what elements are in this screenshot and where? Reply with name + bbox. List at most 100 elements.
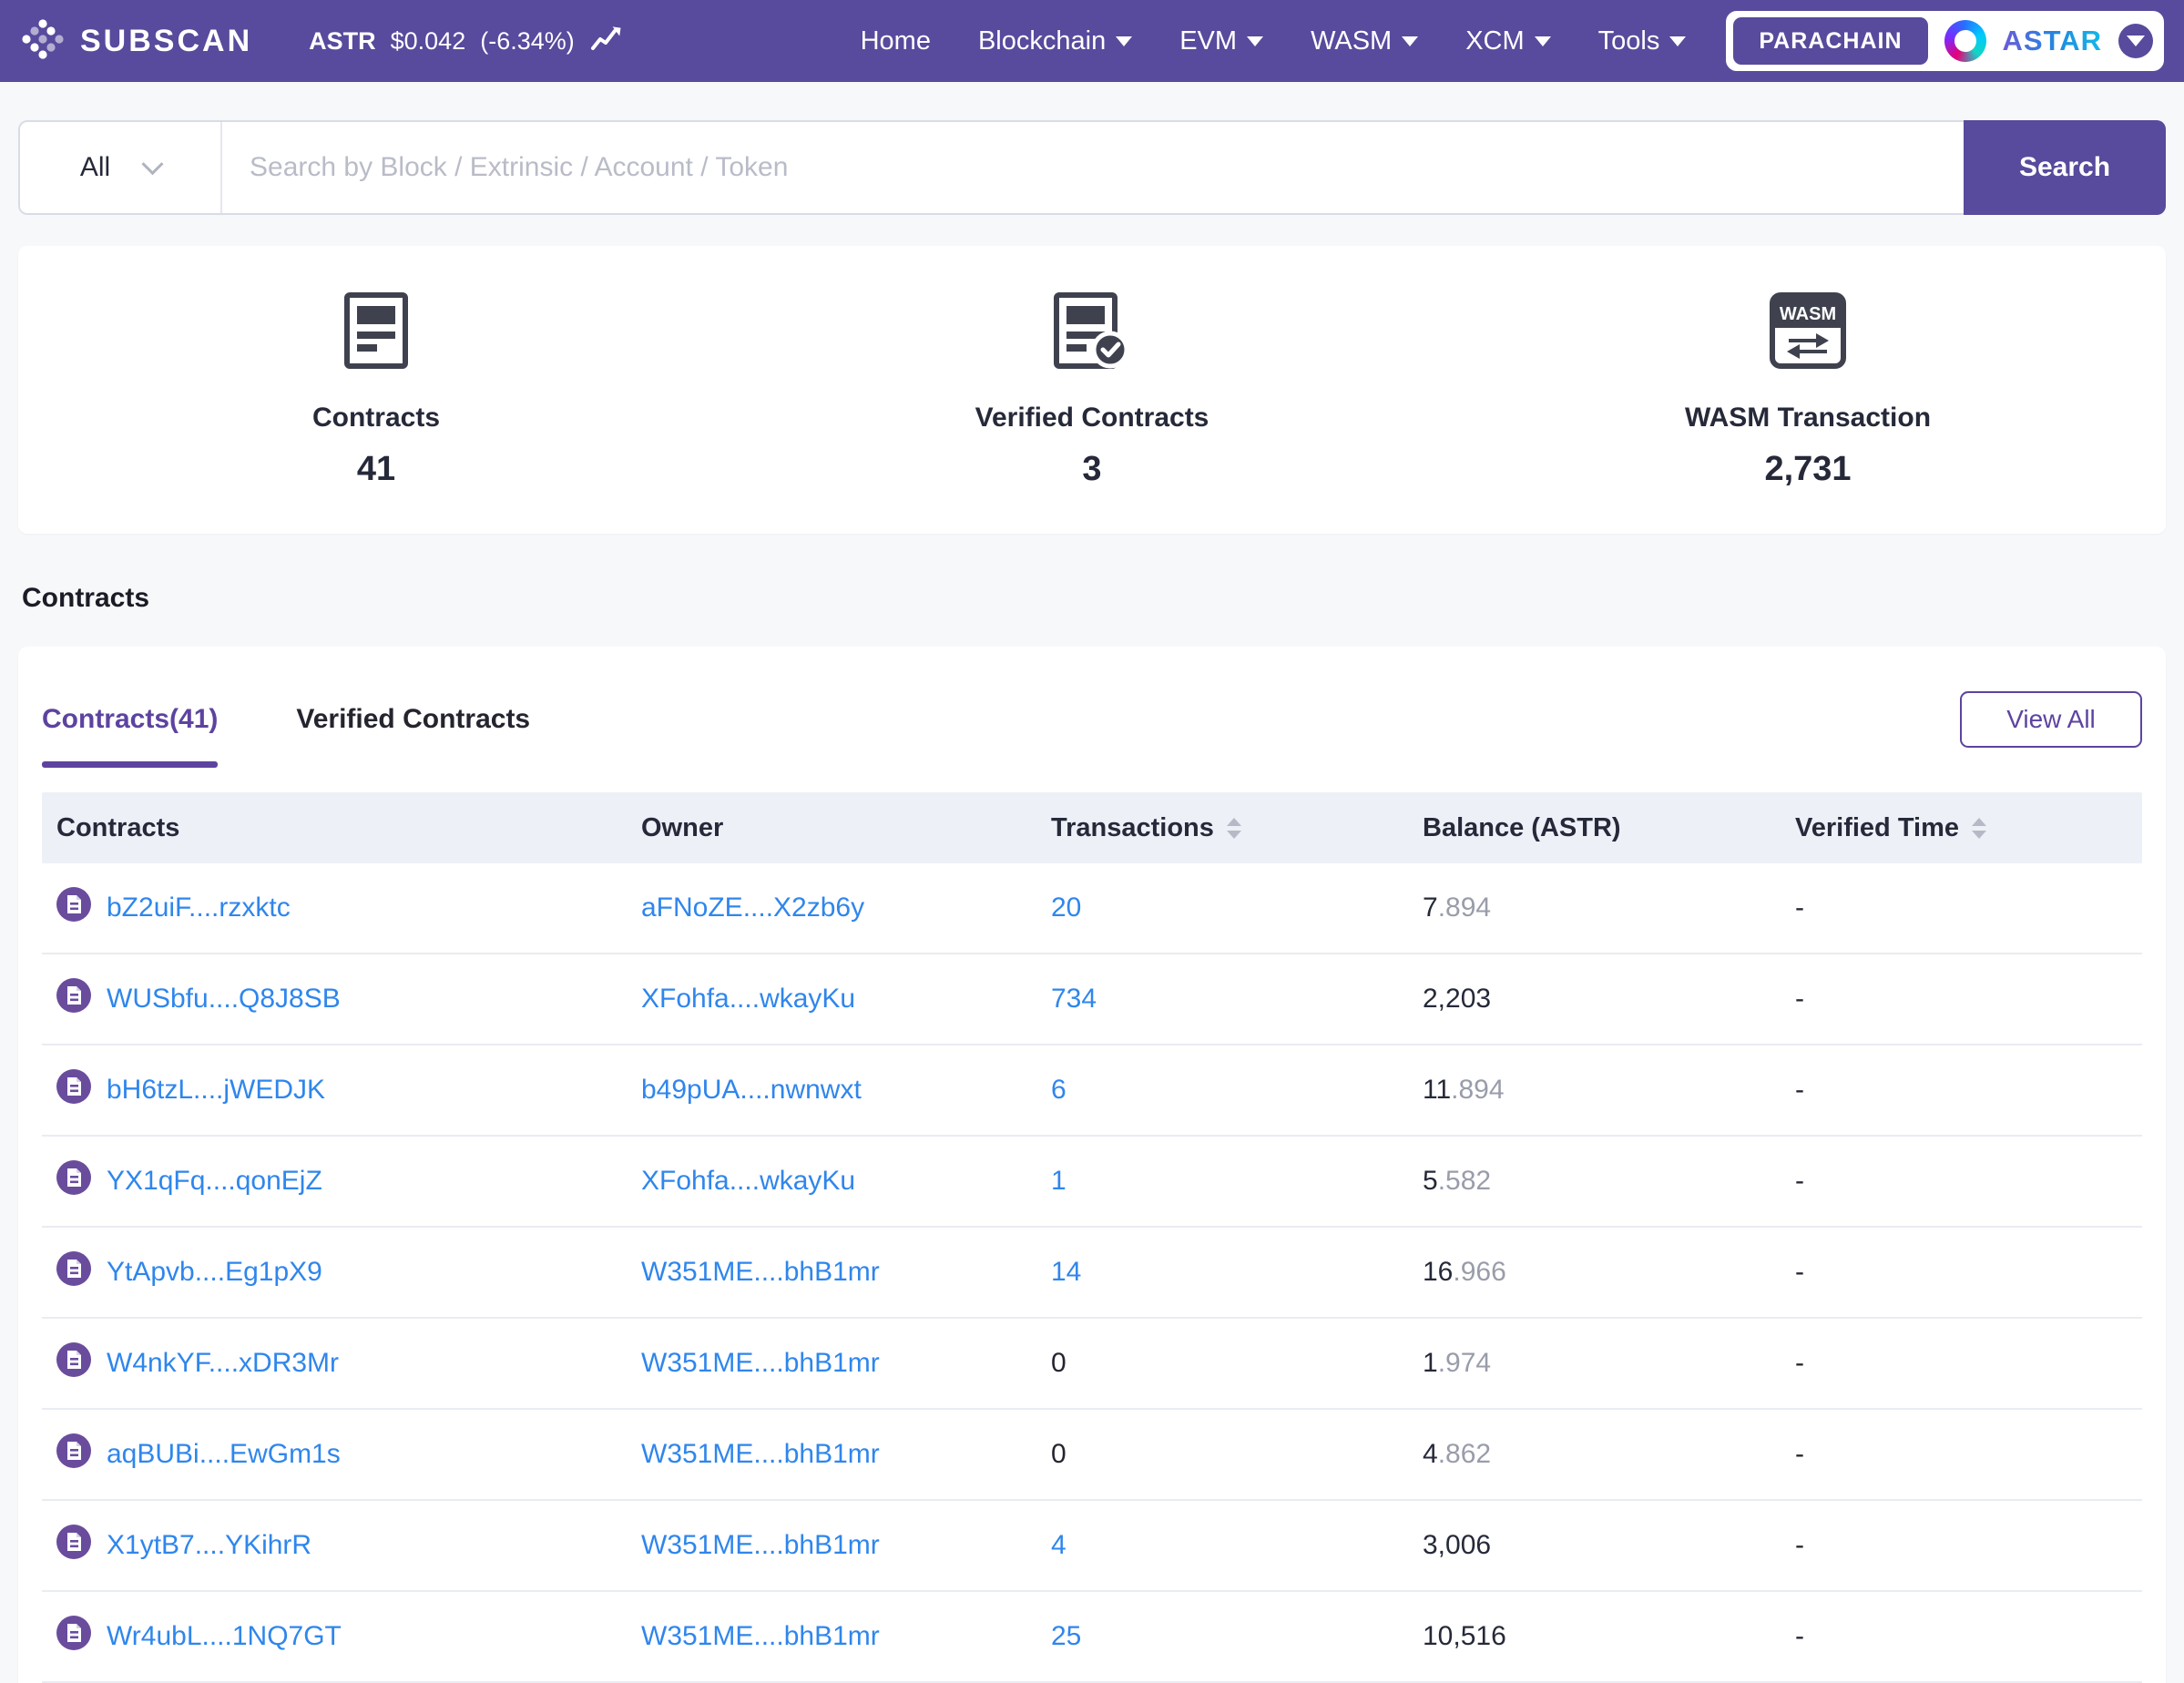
- contract-link[interactable]: X1ytB7....YKihrR: [107, 1530, 311, 1561]
- contract-icon: [56, 1525, 91, 1566]
- owner-link[interactable]: XFohfa....wkayKu: [641, 984, 1051, 1015]
- contract-link[interactable]: W4nkYF....xDR3Mr: [107, 1348, 339, 1379]
- contract-icon: [56, 978, 91, 1020]
- owner-link[interactable]: W351ME....bhB1mr: [641, 1621, 1051, 1652]
- contract-cell: W4nkYF....xDR3Mr: [56, 1342, 641, 1384]
- stats-card: Contracts 41 Verified Contracts 3 WASM: [18, 246, 2166, 534]
- tab-contracts[interactable]: Contracts(41): [42, 704, 218, 735]
- verified-time-value: -: [1795, 1621, 2128, 1652]
- owner-link[interactable]: aFNoZE....X2zb6y: [641, 892, 1051, 923]
- chevron-down-icon: [1402, 36, 1418, 46]
- contract-link[interactable]: bZ2uiF....rzxktc: [107, 892, 291, 923]
- contracts-card: Contracts(41) Verified Contracts View Al…: [18, 647, 2166, 1683]
- network-switcher-chevron-icon[interactable]: [2118, 24, 2153, 58]
- table-row: YX1qFq....qonEjZ XFohfa....wkayKu 1 5.58…: [42, 1137, 2142, 1228]
- sort-verified-time-icon[interactable]: [1972, 818, 1986, 839]
- transactions-value[interactable]: 4: [1051, 1530, 1423, 1561]
- token-price: ASTR $0.042 (-6.34%): [309, 24, 622, 59]
- contract-cell: aqBUBi....EwGm1s: [56, 1433, 641, 1475]
- verified-time-value: -: [1795, 1166, 2128, 1197]
- table-row: X1ytB7....YKihrR W351ME....bhB1mr 4 3,00…: [42, 1501, 2142, 1592]
- nav-item[interactable]: Home: [861, 26, 931, 56]
- table-row: bZ2uiF....rzxktc aFNoZE....X2zb6y 20 7.8…: [42, 863, 2142, 954]
- stat-contracts: Contracts 41: [18, 291, 734, 489]
- contract-cell: bH6tzL....jWEDJK: [56, 1069, 641, 1111]
- subscan-logo[interactable]: SUBSCAN: [20, 16, 252, 66]
- table-row: W4nkYF....xDR3Mr W351ME....bhB1mr 0 1.97…: [42, 1319, 2142, 1410]
- contract-link[interactable]: YtApvb....Eg1pX9: [107, 1257, 322, 1288]
- chevron-down-icon: [142, 153, 164, 175]
- token-symbol: ASTR: [309, 27, 376, 56]
- balance-int: 7: [1423, 892, 1438, 923]
- nav-item-label: EVM: [1179, 26, 1237, 56]
- balance-dec: .894: [1438, 892, 1491, 923]
- transactions-value[interactable]: 6: [1051, 1075, 1423, 1106]
- verified-time-value: -: [1795, 1075, 2128, 1106]
- nav-item[interactable]: Tools: [1598, 26, 1687, 56]
- table-row: WUSbfu....Q8J8SB XFohfa....wkayKu 734 2,…: [42, 954, 2142, 1046]
- view-all-button[interactable]: View All: [1960, 691, 2142, 748]
- tabs-row: Contracts(41) Verified Contracts View Al…: [42, 647, 2142, 752]
- nav-item[interactable]: WASM: [1311, 26, 1418, 56]
- stat-value: 2,731: [1764, 450, 1851, 489]
- parachain-button[interactable]: PARACHAIN: [1733, 17, 1927, 65]
- contract-link[interactable]: bH6tzL....jWEDJK: [107, 1075, 325, 1106]
- nav-item-label: WASM: [1311, 26, 1392, 56]
- tab-verified-contracts[interactable]: Verified Contracts: [296, 704, 530, 735]
- contract-cell: X1ytB7....YKihrR: [56, 1525, 641, 1566]
- search-filter-dropdown[interactable]: All: [20, 122, 222, 213]
- nav-item-label: Blockchain: [978, 26, 1106, 56]
- balance-dec: .966: [1453, 1257, 1505, 1287]
- nav-item[interactable]: XCM: [1465, 26, 1550, 56]
- transactions-value[interactable]: 1: [1051, 1166, 1423, 1197]
- owner-link[interactable]: W351ME....bhB1mr: [641, 1257, 1051, 1288]
- contract-link[interactable]: aqBUBi....EwGm1s: [107, 1439, 341, 1470]
- chevron-down-icon: [1247, 36, 1263, 46]
- stat-label: Contracts: [312, 403, 440, 434]
- owner-link[interactable]: b49pUA....nwnwxt: [641, 1075, 1051, 1106]
- owner-link[interactable]: W351ME....bhB1mr: [641, 1348, 1051, 1379]
- stat-verified-contracts: Verified Contracts 3: [734, 291, 1450, 489]
- transactions-value[interactable]: 14: [1051, 1257, 1423, 1288]
- nav-item[interactable]: EVM: [1179, 26, 1263, 56]
- owner-link[interactable]: W351ME....bhB1mr: [641, 1439, 1051, 1470]
- transactions-value[interactable]: 734: [1051, 984, 1423, 1015]
- owner-link[interactable]: XFohfa....wkayKu: [641, 1166, 1051, 1197]
- balance-value: 4.862: [1423, 1439, 1795, 1470]
- owner-link[interactable]: W351ME....bhB1mr: [641, 1530, 1051, 1561]
- balance-int: 3,006: [1423, 1530, 1491, 1560]
- chevron-down-icon: [1116, 36, 1132, 46]
- chevron-down-icon: [1669, 36, 1686, 46]
- nav-item[interactable]: Blockchain: [978, 26, 1132, 56]
- contract-link[interactable]: YX1qFq....qonEjZ: [107, 1166, 322, 1197]
- verified-time-value: -: [1795, 892, 2128, 923]
- column-header-balance: Balance (ASTR): [1423, 813, 1795, 843]
- price-chart-icon[interactable]: [589, 24, 622, 59]
- balance-int: 1: [1423, 1348, 1438, 1378]
- contract-icon: [56, 1160, 91, 1202]
- subscan-logo-icon: [20, 16, 66, 66]
- verified-time-value: -: [1795, 1348, 2128, 1379]
- contract-icon: [56, 1616, 91, 1658]
- search-input[interactable]: [222, 122, 1964, 213]
- search-bar: All Search: [18, 120, 2166, 215]
- contract-icon: [56, 1069, 91, 1111]
- stat-value: 3: [1082, 450, 1101, 489]
- transactions-value[interactable]: 20: [1051, 892, 1423, 923]
- contract-link[interactable]: Wr4ubL....1NQ7GT: [107, 1621, 342, 1652]
- balance-value: 2,203: [1423, 984, 1795, 1015]
- table-body: bZ2uiF....rzxktc aFNoZE....X2zb6y 20 7.8…: [42, 863, 2142, 1683]
- verified-time-value: -: [1795, 984, 2128, 1015]
- balance-int: 2,203: [1423, 984, 1491, 1014]
- contract-icon: [56, 1251, 91, 1293]
- balance-value: 11.894: [1423, 1075, 1795, 1106]
- contract-link[interactable]: WUSbfu....Q8J8SB: [107, 984, 341, 1015]
- contract-icon: [56, 887, 91, 929]
- contract-icon: [56, 1342, 91, 1384]
- search-button[interactable]: Search: [1964, 120, 2166, 215]
- sort-transactions-icon[interactable]: [1227, 818, 1241, 839]
- transactions-value[interactable]: 25: [1051, 1621, 1423, 1652]
- contract-icon: [56, 1433, 91, 1475]
- table-row: Wr4ubL....1NQ7GT W351ME....bhB1mr 25 10,…: [42, 1592, 2142, 1683]
- table-row: bH6tzL....jWEDJK b49pUA....nwnwxt 6 11.8…: [42, 1046, 2142, 1137]
